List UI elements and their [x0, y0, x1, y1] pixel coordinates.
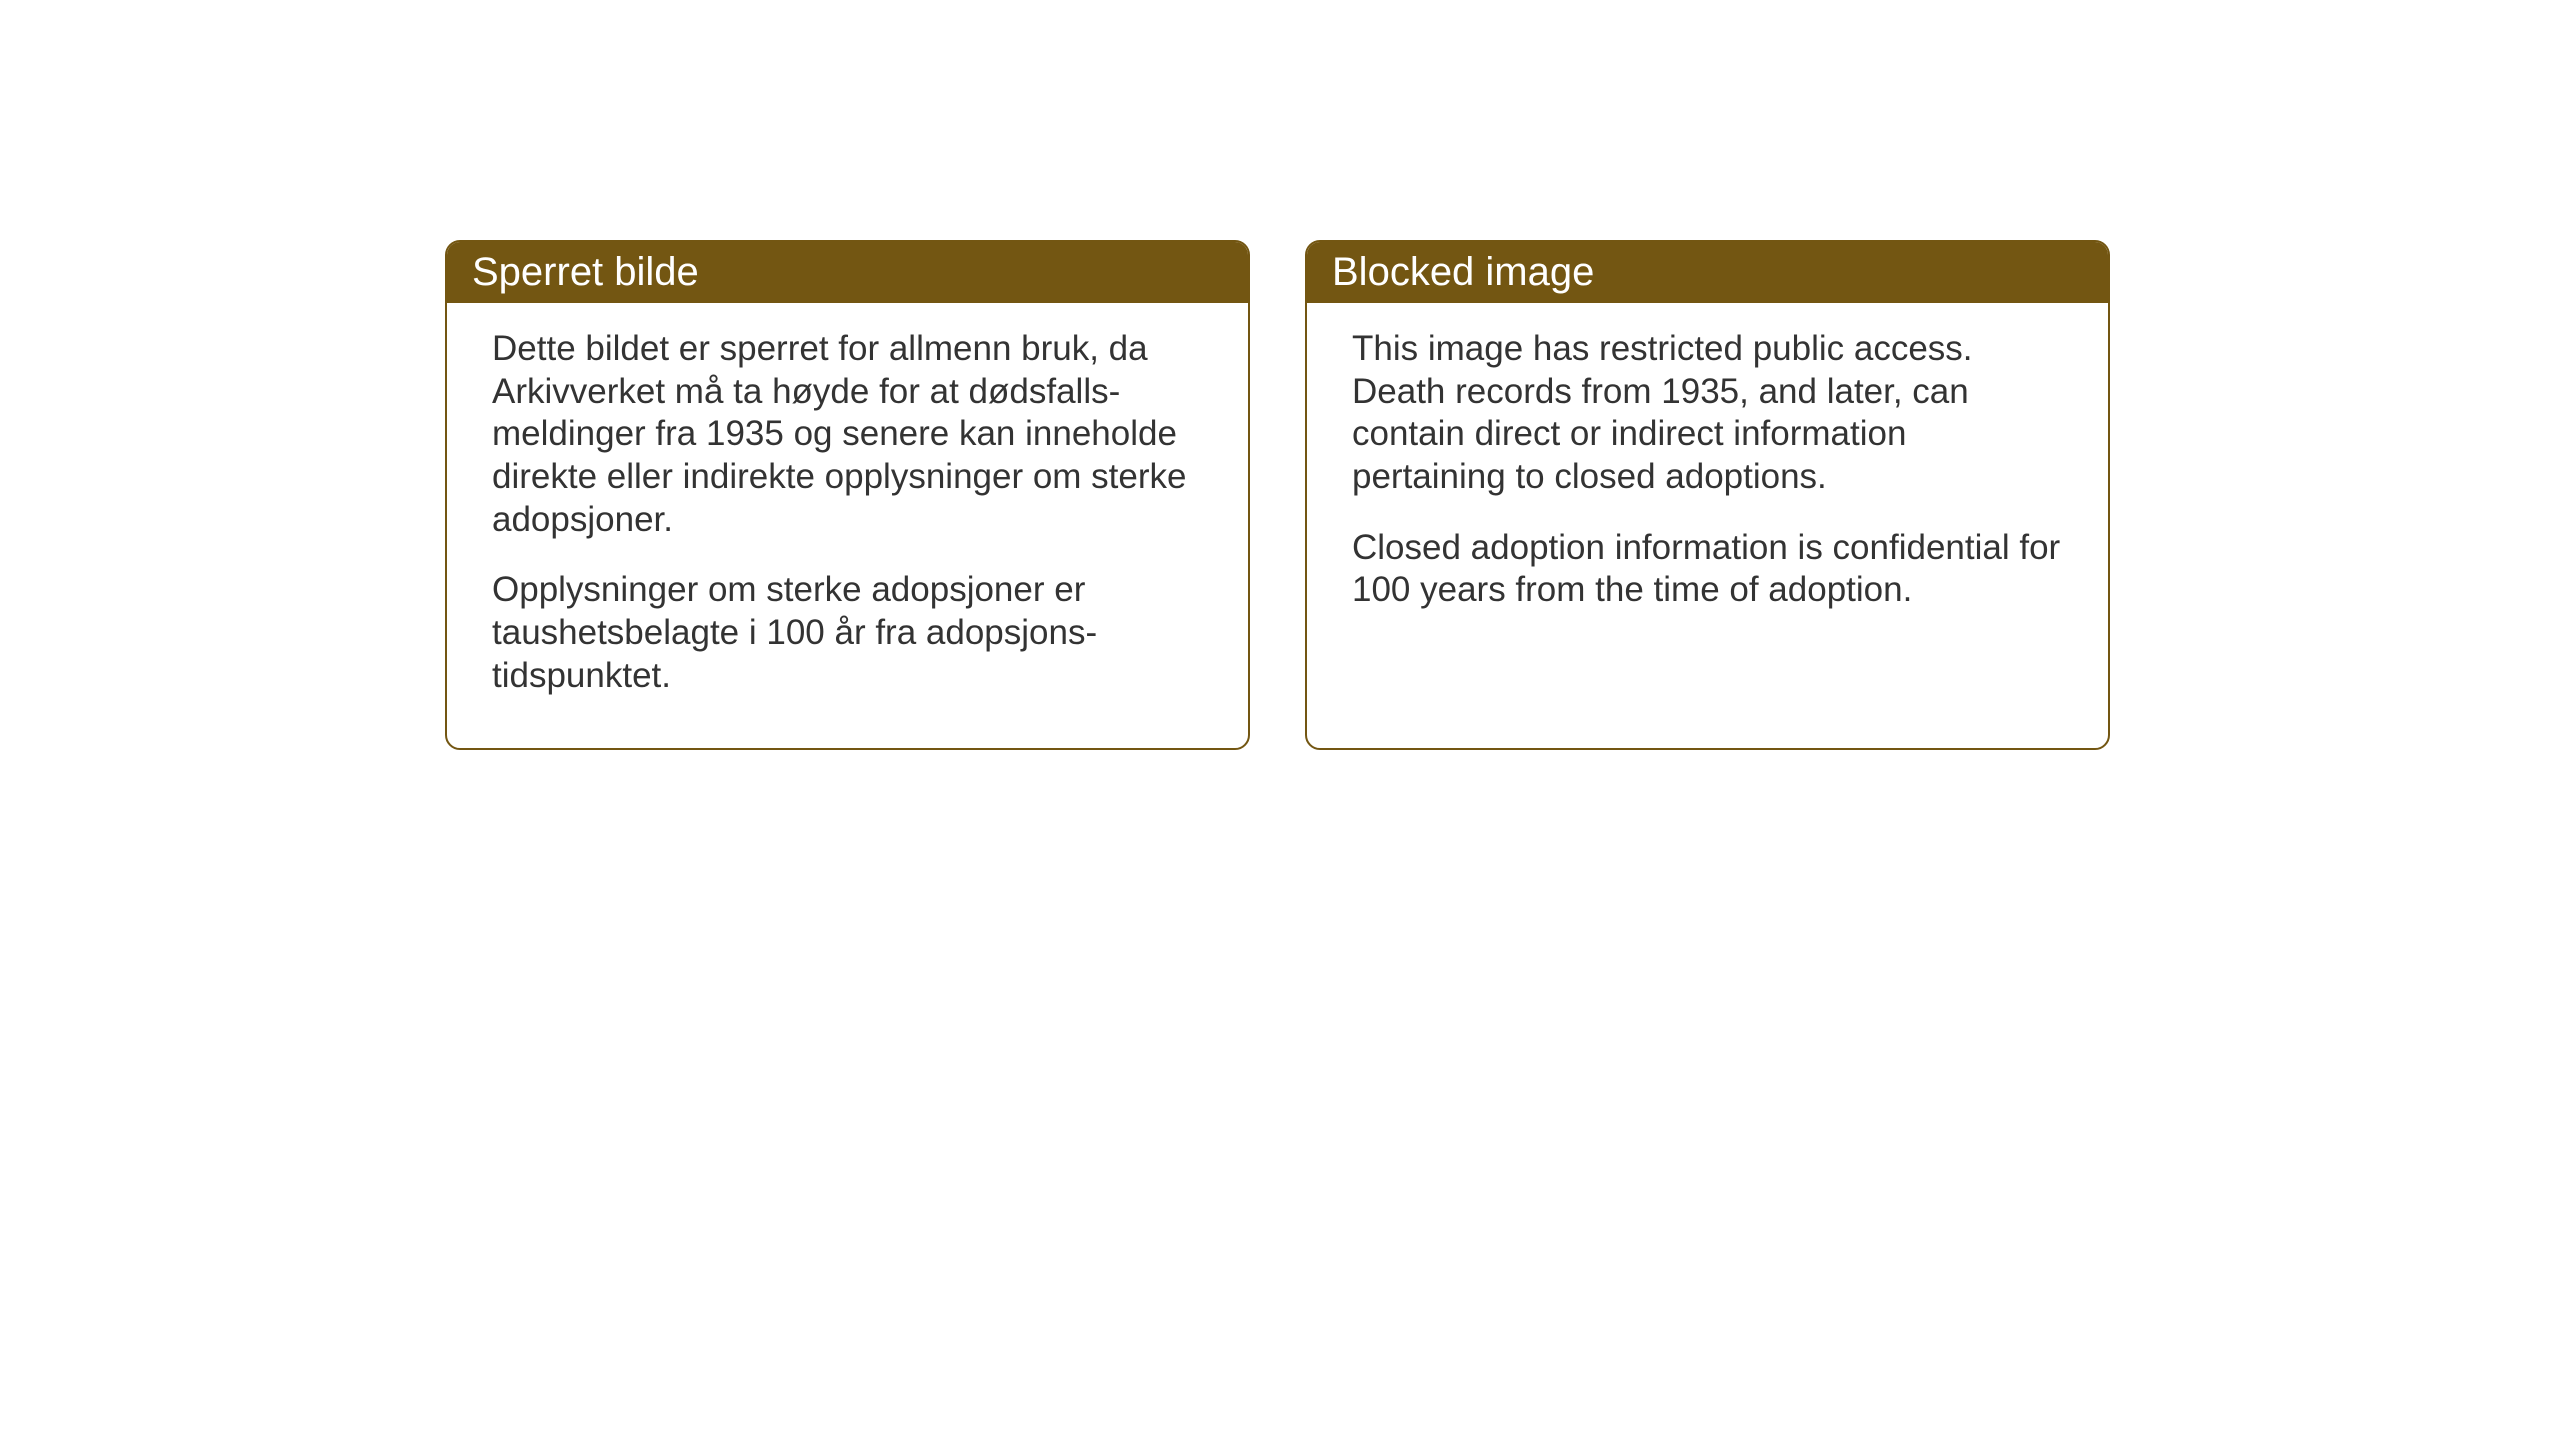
english-panel-body: This image has restricted public access.… — [1307, 303, 2108, 647]
norwegian-panel: Sperret bilde Dette bildet er sperret fo… — [445, 240, 1250, 750]
english-paragraph-2: Closed adoption information is confident… — [1352, 527, 2063, 612]
panel-container: Sperret bilde Dette bildet er sperret fo… — [445, 240, 2110, 750]
norwegian-panel-header: Sperret bilde — [447, 242, 1248, 303]
norwegian-paragraph-2: Opplysninger om sterke adopsjoner er tau… — [492, 569, 1203, 697]
english-panel-title: Blocked image — [1332, 250, 1594, 294]
norwegian-panel-body: Dette bildet er sperret for allmenn bruk… — [447, 303, 1248, 733]
english-panel: Blocked image This image has restricted … — [1305, 240, 2110, 750]
norwegian-panel-title: Sperret bilde — [472, 250, 699, 294]
english-paragraph-1: This image has restricted public access.… — [1352, 328, 2063, 499]
english-panel-header: Blocked image — [1307, 242, 2108, 303]
norwegian-paragraph-1: Dette bildet er sperret for allmenn bruk… — [492, 328, 1203, 541]
